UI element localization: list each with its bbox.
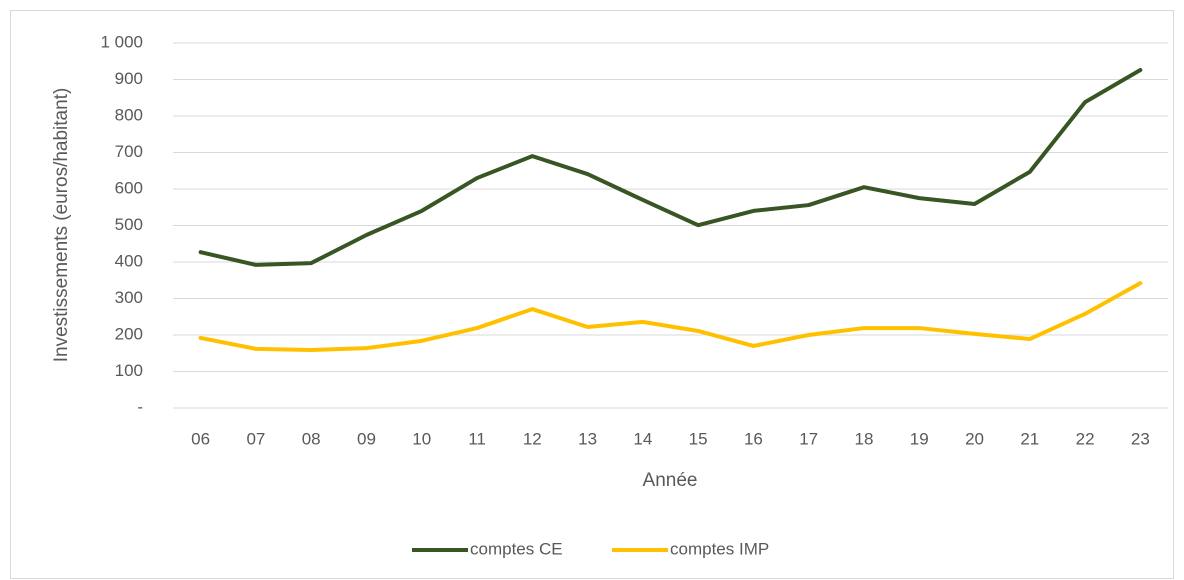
y-axis-label: Investissements (euros/habitant) [51,88,72,363]
line [198,281,1143,352]
x-tick-label: 23 [1131,429,1150,448]
x-tick-label: 07 [246,429,265,448]
x-tick-label: 14 [633,429,652,448]
x-tick-label: 17 [799,429,818,448]
chart-border [10,10,1174,579]
y-tick-label: 800 [115,105,143,124]
x-tick-label: 06 [191,429,210,448]
x-tick-label: 12 [523,429,542,448]
x-tick-label: 11 [468,429,486,448]
y-tick-label: 500 [115,215,143,234]
y-tick-label: 300 [115,288,143,307]
x-tick-label: 19 [910,429,929,448]
y-tick-label: 1 000 [100,32,143,51]
line [198,68,1143,267]
x-axis-label: Année [643,470,698,491]
x-tick-label: 21 [1020,429,1039,448]
legend-label: comptes IMP [670,539,769,558]
legend-label: comptes CE [470,539,563,558]
y-tick-label: 900 [115,69,143,88]
x-tick-label: 16 [744,429,763,448]
x-tick-label: 10 [412,429,431,448]
y-tick-label: - [137,397,143,416]
y-tick-label: 600 [115,178,143,197]
x-tick-label: 20 [965,429,984,448]
x-tick-label: 08 [302,429,321,448]
x-tick-label: 18 [855,429,874,448]
x-tick-label: 09 [357,429,376,448]
x-tick-label: 15 [689,429,708,448]
y-tick-label: 700 [115,142,143,161]
x-tick-label: 22 [1076,429,1095,448]
y-tick-label: 100 [115,361,143,380]
x-tick-label: 13 [578,429,597,448]
y-tick-label: 200 [115,324,143,343]
y-tick-label: 400 [115,251,143,270]
